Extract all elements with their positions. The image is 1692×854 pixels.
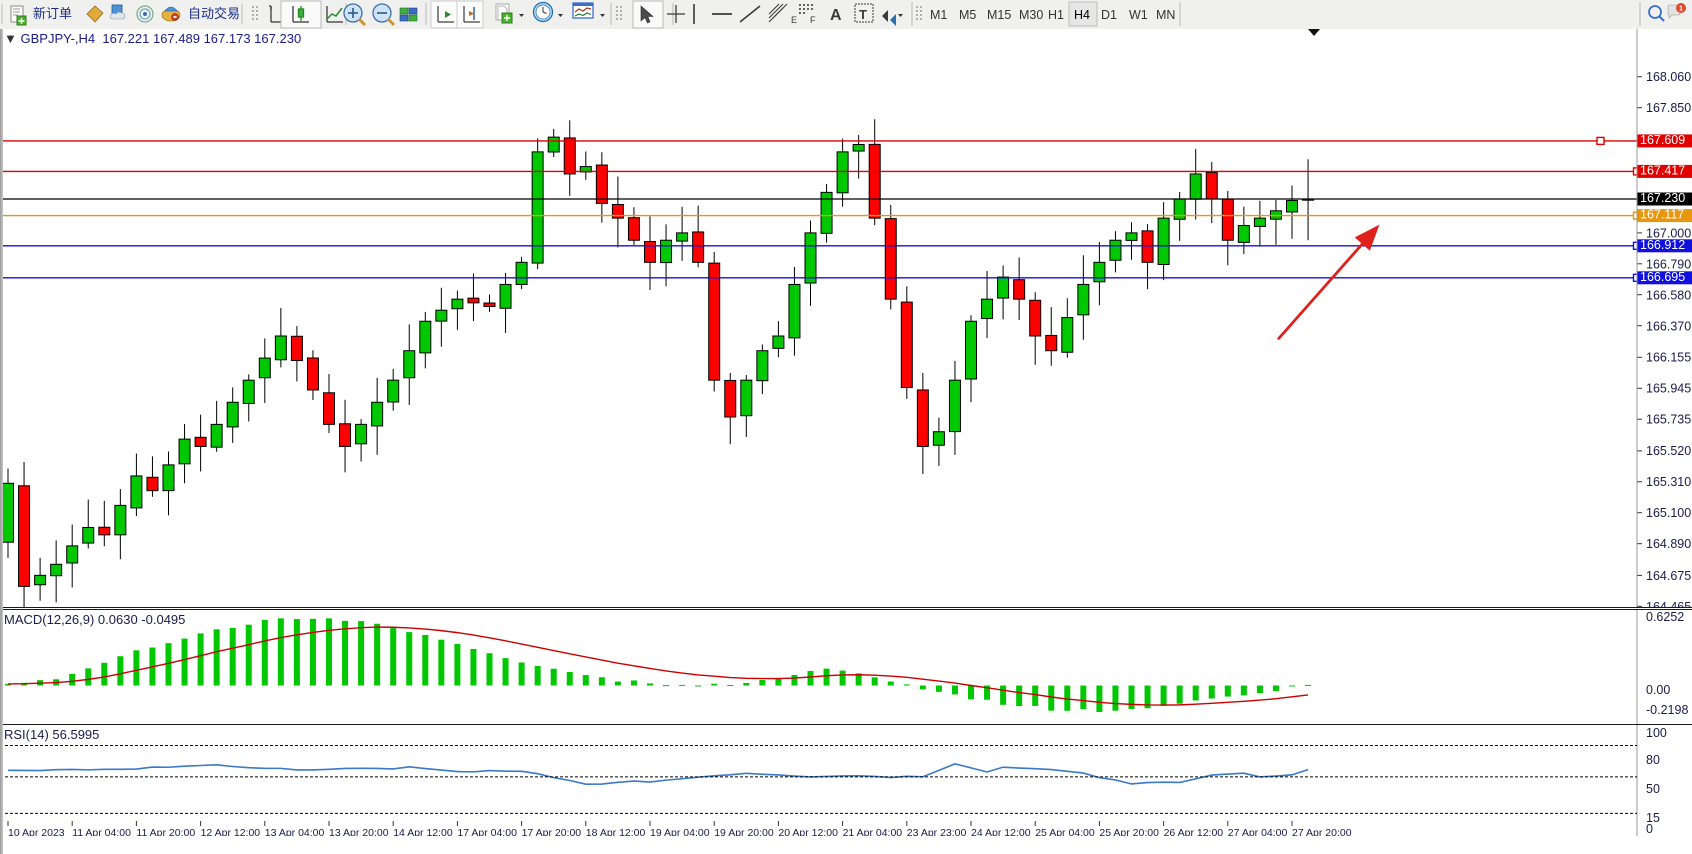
svg-text:167.417: 167.417 bbox=[1640, 163, 1685, 177]
svg-text:168.060: 168.060 bbox=[1646, 70, 1691, 84]
svg-text:14 Apr 12:00: 14 Apr 12:00 bbox=[393, 827, 453, 836]
svg-text:164.465: 164.465 bbox=[1646, 600, 1691, 607]
svg-text:26 Apr 12:00: 26 Apr 12:00 bbox=[1164, 827, 1224, 836]
svg-text:H1: H1 bbox=[1048, 8, 1064, 22]
svg-text:166.580: 166.580 bbox=[1646, 289, 1691, 303]
svg-text:10 Apr 2023: 10 Apr 2023 bbox=[8, 827, 65, 836]
svg-text:12 Apr 12:00: 12 Apr 12:00 bbox=[201, 827, 261, 836]
svg-text:25 Apr 04:00: 25 Apr 04:00 bbox=[1035, 827, 1095, 836]
svg-text:MN: MN bbox=[1156, 8, 1175, 22]
svg-text:166.155: 166.155 bbox=[1646, 351, 1691, 365]
svg-text:164.890: 164.890 bbox=[1646, 537, 1691, 551]
svg-text:19 Apr 20:00: 19 Apr 20:00 bbox=[714, 827, 774, 836]
svg-text:17 Apr 04:00: 17 Apr 04:00 bbox=[457, 827, 517, 836]
svg-text:23 Apr 23:00: 23 Apr 23:00 bbox=[907, 827, 967, 836]
svg-text:0.00: 0.00 bbox=[1646, 683, 1670, 697]
svg-text:24 Apr 12:00: 24 Apr 12:00 bbox=[971, 827, 1031, 836]
svg-text:167.850: 167.850 bbox=[1646, 101, 1691, 115]
svg-text:17 Apr 20:00: 17 Apr 20:00 bbox=[522, 827, 582, 836]
svg-text:167.609: 167.609 bbox=[1640, 133, 1685, 147]
svg-text:H4: H4 bbox=[1074, 8, 1090, 22]
svg-text:166.370: 166.370 bbox=[1646, 320, 1691, 334]
svg-text:M30: M30 bbox=[1019, 8, 1043, 22]
svg-text:11 Apr 04:00: 11 Apr 04:00 bbox=[72, 827, 131, 836]
svg-text:E: E bbox=[791, 15, 797, 25]
svg-text:A: A bbox=[830, 7, 842, 24]
svg-text:自动交易: 自动交易 bbox=[188, 6, 240, 21]
svg-text:164.675: 164.675 bbox=[1646, 569, 1691, 583]
svg-text:11 Apr 20:00: 11 Apr 20:00 bbox=[136, 827, 195, 836]
svg-text:165.735: 165.735 bbox=[1646, 413, 1691, 427]
svg-text:20 Apr 12:00: 20 Apr 12:00 bbox=[778, 827, 838, 836]
svg-text:M1: M1 bbox=[930, 8, 947, 22]
svg-text:M15: M15 bbox=[987, 8, 1011, 22]
svg-text:D1: D1 bbox=[1101, 8, 1117, 22]
svg-text:18 Apr 12:00: 18 Apr 12:00 bbox=[586, 827, 646, 836]
svg-text:0.6252: 0.6252 bbox=[1646, 610, 1684, 624]
svg-text:1: 1 bbox=[1679, 6, 1683, 13]
svg-text:13 Apr 20:00: 13 Apr 20:00 bbox=[329, 827, 389, 836]
svg-text:-0.2198: -0.2198 bbox=[1646, 703, 1688, 717]
svg-text:新订单: 新订单 bbox=[33, 6, 72, 21]
svg-text:25 Apr 20:00: 25 Apr 20:00 bbox=[1099, 827, 1159, 836]
svg-text:166.695: 166.695 bbox=[1640, 270, 1685, 284]
svg-text:165.310: 165.310 bbox=[1646, 475, 1691, 489]
svg-text:M5: M5 bbox=[959, 8, 976, 22]
svg-text:T: T bbox=[859, 7, 867, 22]
svg-text:165.520: 165.520 bbox=[1646, 444, 1691, 458]
svg-text:21 Apr 04:00: 21 Apr 04:00 bbox=[843, 827, 903, 836]
svg-text:166.912: 166.912 bbox=[1640, 238, 1685, 252]
svg-text:F: F bbox=[810, 15, 816, 25]
svg-text:W1: W1 bbox=[1129, 8, 1148, 22]
svg-text:165.945: 165.945 bbox=[1646, 382, 1691, 396]
svg-text:27 Apr 04:00: 27 Apr 04:00 bbox=[1228, 827, 1288, 836]
svg-text:19 Apr 04:00: 19 Apr 04:00 bbox=[650, 827, 710, 836]
svg-text:167.117: 167.117 bbox=[1640, 208, 1684, 222]
svg-text:27 Apr 20:00: 27 Apr 20:00 bbox=[1292, 827, 1352, 836]
svg-text:167.230: 167.230 bbox=[1640, 191, 1685, 205]
svg-text:13 Apr 04:00: 13 Apr 04:00 bbox=[265, 827, 325, 836]
svg-text:165.100: 165.100 bbox=[1646, 506, 1691, 520]
